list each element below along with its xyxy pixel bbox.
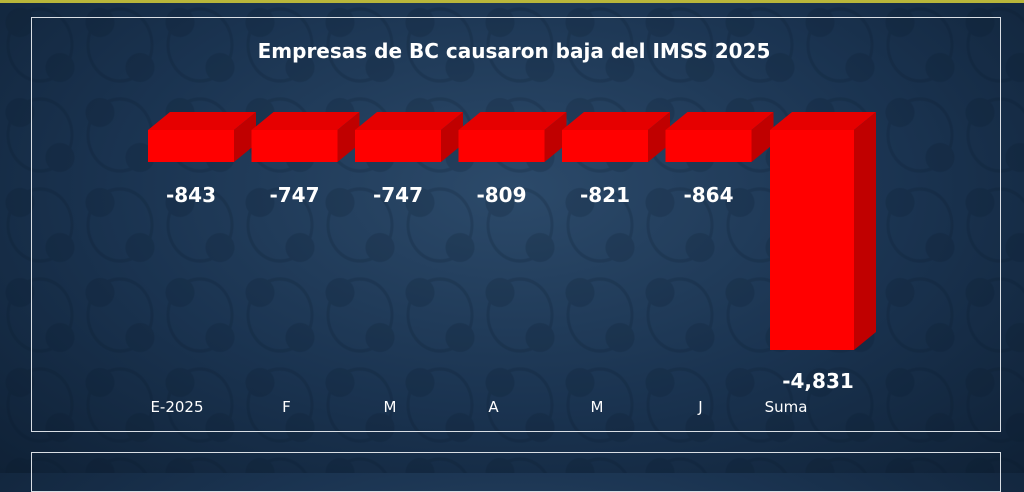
value-label: -4,831	[782, 369, 854, 393]
bar-front-face	[458, 130, 545, 162]
chart-title: Empresas de BC causaron baja del IMSS 20…	[258, 39, 771, 63]
category-label: M	[384, 398, 397, 416]
value-label: -809	[476, 183, 526, 207]
bar-front-face	[770, 130, 854, 350]
category-label: A	[488, 398, 499, 416]
category-label: Suma	[765, 398, 808, 416]
bar-front-face	[665, 130, 752, 162]
value-label: -821	[580, 183, 630, 207]
bar-7	[770, 112, 876, 350]
bar-3	[355, 112, 463, 162]
bar-side-face	[544, 112, 567, 162]
bar-side-face	[337, 112, 360, 162]
bar-top-face	[665, 112, 774, 130]
bar-side-face	[441, 112, 463, 162]
bar-top-face	[770, 112, 876, 130]
category-label: J	[697, 398, 702, 416]
bar-chart: Empresas de BC causaron baja del IMSS 20…	[148, 39, 876, 416]
category-label: M	[591, 398, 604, 416]
value-label: -864	[683, 183, 733, 207]
bar-front-face	[355, 130, 441, 162]
bar-front-face	[562, 130, 648, 162]
bar-top-face	[355, 112, 463, 130]
chart-frame	[31, 17, 1001, 432]
bar-5	[562, 112, 670, 162]
value-label: -747	[269, 183, 319, 207]
category-label: F	[282, 398, 291, 416]
bar-side-face	[751, 112, 774, 162]
bar-6	[665, 112, 774, 162]
bar-front-face	[148, 130, 234, 162]
bar-front-face	[251, 130, 338, 162]
bar-top-face	[458, 112, 567, 130]
bar-top-face	[562, 112, 670, 130]
bar-top-face	[251, 112, 360, 130]
bar-1	[148, 112, 256, 162]
bar-side-face	[234, 112, 256, 162]
value-label: -843	[166, 183, 216, 207]
bar-4	[458, 112, 567, 162]
bar-2	[251, 112, 360, 162]
bar-side-face	[648, 112, 670, 162]
bar-top-face	[148, 112, 256, 130]
value-label: -747	[373, 183, 423, 207]
top-accent-line	[0, 0, 1024, 3]
bar-side-face	[854, 112, 876, 350]
category-label: E-2025	[150, 398, 203, 416]
